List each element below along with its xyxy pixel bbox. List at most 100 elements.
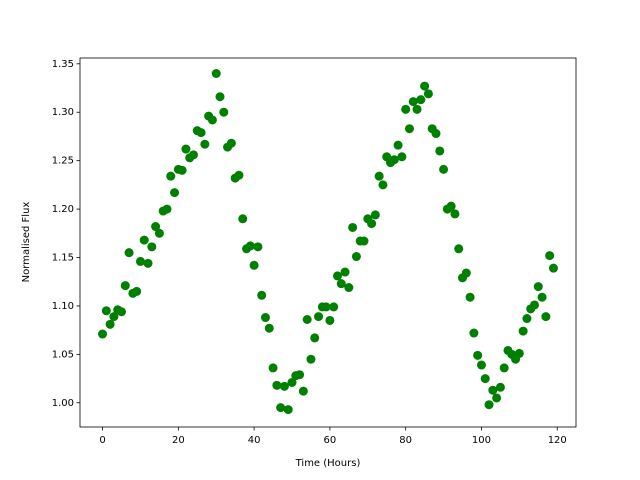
point [120,281,130,291]
point [276,403,286,413]
y-tick-label: 1.30 [52,107,74,118]
point [234,170,244,180]
point [446,201,456,211]
point [378,180,388,190]
point [98,329,108,339]
point [393,140,403,150]
point [473,350,483,360]
point [336,279,346,289]
point [389,155,399,165]
x-tick-label: 80 [399,435,412,446]
point [370,210,380,220]
point [124,248,134,258]
point [215,92,225,102]
point [116,307,126,317]
point [484,400,494,410]
point [344,283,354,293]
point [260,313,270,323]
point [465,292,475,302]
point [177,165,187,175]
point [454,244,464,254]
point [147,242,157,252]
y-tick-label: 1.35 [52,59,74,70]
y-axis-label: Normalised Flux [21,202,32,283]
point [461,268,471,278]
point [166,171,176,181]
point [420,81,430,91]
point [200,139,210,149]
x-tick-label: 100 [472,435,491,446]
point [101,306,111,316]
point [533,282,543,292]
point [321,302,331,312]
point [162,204,172,214]
point [499,363,509,373]
point [431,129,441,139]
point [268,363,278,373]
point [132,286,142,296]
point [219,107,229,117]
y-tick-label: 1.05 [52,349,74,360]
point [325,315,335,325]
point [476,360,486,370]
point [249,260,259,270]
point [408,97,418,107]
y-tick-label: 1.25 [52,156,74,167]
point [238,214,248,224]
point [404,124,414,134]
point [105,319,115,329]
point [401,104,411,114]
point [143,258,153,268]
point [245,241,255,251]
point [545,251,555,261]
point [272,380,282,390]
point [412,104,422,114]
point [423,89,433,99]
point [548,263,558,273]
point [109,312,119,322]
point [211,68,221,78]
point [283,405,293,415]
point [435,146,445,156]
point [306,354,316,364]
point [170,188,180,198]
point [537,292,547,302]
point [332,271,342,281]
x-axis-label: Time (Hours) [295,458,361,469]
point [257,290,267,300]
point [450,209,460,219]
point [530,300,540,310]
point [480,374,490,384]
point [196,128,206,138]
y-tick-label: 1.10 [52,301,74,312]
y-tick-label: 1.20 [52,204,74,215]
point [188,150,198,160]
point [359,236,369,246]
point [416,95,426,105]
point [541,312,551,322]
point [397,152,407,162]
point [298,386,308,396]
point [495,382,505,392]
point [154,228,164,238]
point [340,267,350,277]
x-tick-label: 40 [248,435,261,446]
x-tick-label: 0 [99,435,105,446]
point [348,222,358,232]
point [488,385,498,395]
point [439,164,449,174]
point [302,314,312,324]
point [351,252,361,262]
point [314,312,324,322]
point [295,370,305,380]
point [492,393,502,403]
point [279,381,289,391]
point [135,256,145,266]
y-tick-label: 1.00 [52,398,74,409]
point [151,222,161,232]
point [287,377,297,387]
point [226,138,236,148]
x-tick-label: 60 [324,435,337,446]
x-tick-label: 120 [548,435,567,446]
